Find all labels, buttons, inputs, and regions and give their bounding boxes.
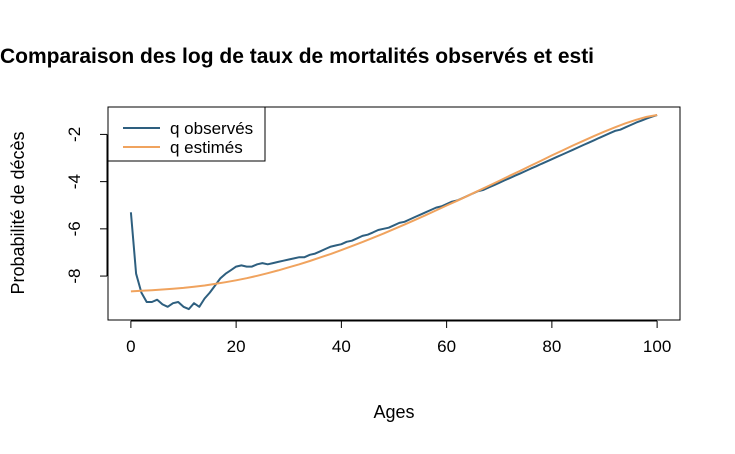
y-tick-label: -2: [65, 127, 84, 142]
legend: q observés q estimés: [107, 106, 266, 162]
legend-label-observed: q observés: [170, 119, 253, 138]
series-group: [129, 114, 658, 311]
y-tick-label: -6: [65, 221, 84, 236]
plot-area: [107, 106, 681, 321]
y-tick-label: -8: [65, 269, 84, 284]
x-tick-label: 20: [227, 337, 246, 356]
legend-box: [107, 106, 266, 162]
x-axis-label: Ages: [373, 402, 414, 422]
x-tick-label: 60: [437, 337, 456, 356]
chart-title: Comparaison des log de taux de mortalité…: [0, 45, 594, 68]
series-line-estimated: [130, 114, 658, 293]
series-line-observed: [129, 114, 658, 311]
y-axis: -8 -6 -4 -2: [65, 127, 108, 284]
x-axis: 0 20 40 60 80 100: [126, 320, 671, 356]
x-tick-label: 80: [542, 337, 561, 356]
x-tick-label: 100: [643, 337, 671, 356]
y-tick-label: -4: [65, 174, 84, 189]
x-tick-label: 40: [332, 337, 351, 356]
y-axis-label: Probabilité de décès: [8, 131, 28, 294]
x-tick-label: 0: [126, 337, 135, 356]
legend-label-estimated: q estimés: [170, 138, 243, 157]
